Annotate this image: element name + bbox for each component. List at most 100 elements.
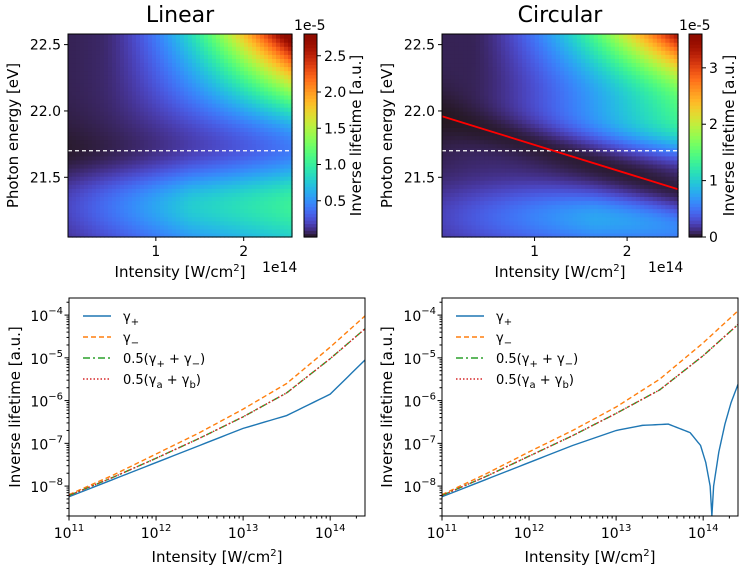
heatmap-cell	[568, 79, 573, 84]
heatmap-cell	[505, 144, 510, 149]
heatmap-cell	[160, 136, 165, 141]
heatmap-cell	[88, 42, 93, 47]
heatmap-cell	[80, 79, 85, 84]
heatmap-cell	[526, 127, 531, 132]
heatmap-cell	[615, 34, 620, 39]
heatmap-cell	[280, 164, 285, 169]
heatmap-cell	[132, 176, 137, 181]
heatmap-cell	[568, 160, 573, 165]
heatmap-cell	[543, 172, 548, 177]
heatmap-cell	[268, 200, 273, 205]
heatmap-cell	[76, 172, 81, 177]
heatmap-cell	[463, 103, 468, 108]
heatmap-cell	[606, 115, 611, 120]
heatmap-cell	[220, 38, 225, 43]
heatmap-cell	[442, 75, 447, 80]
heatmap-cell	[192, 192, 197, 197]
heatmap-cell	[594, 148, 599, 153]
heatmap-cell	[140, 221, 145, 226]
heatmap-cell	[96, 217, 101, 222]
heatmap-cell	[240, 115, 245, 120]
heatmap-cell	[276, 54, 281, 59]
heatmap-cell	[172, 209, 177, 214]
heatmap-cell	[552, 172, 557, 177]
heatmap-cell	[590, 38, 595, 43]
heatmap-cell	[124, 192, 129, 197]
heatmap-cell	[172, 87, 177, 92]
heatmap-cell	[180, 172, 185, 177]
heatmap-cell	[539, 71, 544, 76]
heatmap-cell	[455, 127, 460, 132]
heatmap-cell	[560, 79, 565, 84]
heatmap-cell	[514, 38, 519, 43]
heatmap-cell	[120, 131, 125, 136]
heatmap-cell	[192, 180, 197, 185]
heatmap-cell	[196, 164, 201, 169]
heatmap-cell	[168, 172, 173, 177]
heatmap-cell	[606, 176, 611, 181]
heatmap-cell	[128, 75, 133, 80]
heatmap-cell	[172, 217, 177, 222]
heatmap-cell	[573, 136, 578, 141]
heatmap-cell	[172, 172, 177, 177]
heatmap-cell	[526, 160, 531, 165]
heatmap-cell	[208, 99, 213, 104]
heatmap-cell	[184, 205, 189, 210]
heatmap-cell	[216, 54, 221, 59]
heatmap-cell	[212, 217, 217, 222]
heatmap-cell	[148, 225, 153, 230]
heatmap-cell	[280, 213, 285, 218]
heatmap-cell	[501, 38, 506, 43]
heatmap-cell	[164, 217, 169, 222]
colorbar-tick-label: 2.0	[324, 85, 346, 101]
heatmap-cell	[260, 144, 265, 149]
heatmap-cell	[272, 172, 277, 177]
heatmap-cell	[615, 123, 620, 128]
heatmap-cell	[92, 111, 97, 116]
heatmap-cell	[200, 209, 205, 214]
heatmap-cell	[585, 148, 590, 153]
heatmap-cell	[585, 34, 590, 39]
heatmap-cell	[450, 200, 455, 205]
heatmap-cell	[531, 192, 536, 197]
heatmap-cell	[552, 127, 557, 132]
heatmap-cell	[84, 172, 89, 177]
heatmap-cell	[220, 111, 225, 116]
heatmap-cell	[598, 54, 603, 59]
heatmap-cell	[577, 38, 582, 43]
heatmap-cell	[256, 50, 261, 55]
heatmap-cell	[148, 83, 153, 88]
heatmap-cell	[501, 200, 506, 205]
heatmap-cell	[220, 200, 225, 205]
heatmap-cell	[184, 34, 189, 39]
heatmap-cell	[264, 136, 269, 141]
heatmap-cell	[272, 148, 277, 153]
heatmap-cell	[112, 62, 117, 67]
heatmap-cell	[509, 140, 514, 145]
heatmap-cell	[488, 83, 493, 88]
heatmap-cell	[224, 50, 229, 55]
heatmap-cell	[188, 144, 193, 149]
heatmap-cell	[248, 176, 253, 181]
heatmap-cell	[467, 148, 472, 153]
heatmap-cell	[220, 50, 225, 55]
heatmap-cell	[124, 123, 129, 128]
heatmap-cell	[116, 205, 121, 210]
heatmap-cell	[556, 115, 561, 120]
heatmap-cell	[248, 184, 253, 189]
heatmap-cell	[590, 196, 595, 201]
heatmap-cell	[472, 107, 477, 112]
heatmap-cell	[180, 111, 185, 116]
heatmap-cell	[284, 34, 289, 39]
heatmap-cell	[172, 42, 177, 47]
heatmap-cell	[585, 156, 590, 161]
heatmap-cell	[463, 115, 468, 120]
heatmap-cell	[446, 107, 451, 112]
heatmap-cell	[501, 213, 506, 218]
heatmap-cell	[531, 164, 536, 169]
heatmap-cell	[108, 205, 113, 210]
x-tick-label: 2	[239, 244, 248, 260]
heatmap-cell	[455, 176, 460, 181]
heatmap-cell	[160, 213, 165, 218]
heatmap-cell	[564, 200, 569, 205]
